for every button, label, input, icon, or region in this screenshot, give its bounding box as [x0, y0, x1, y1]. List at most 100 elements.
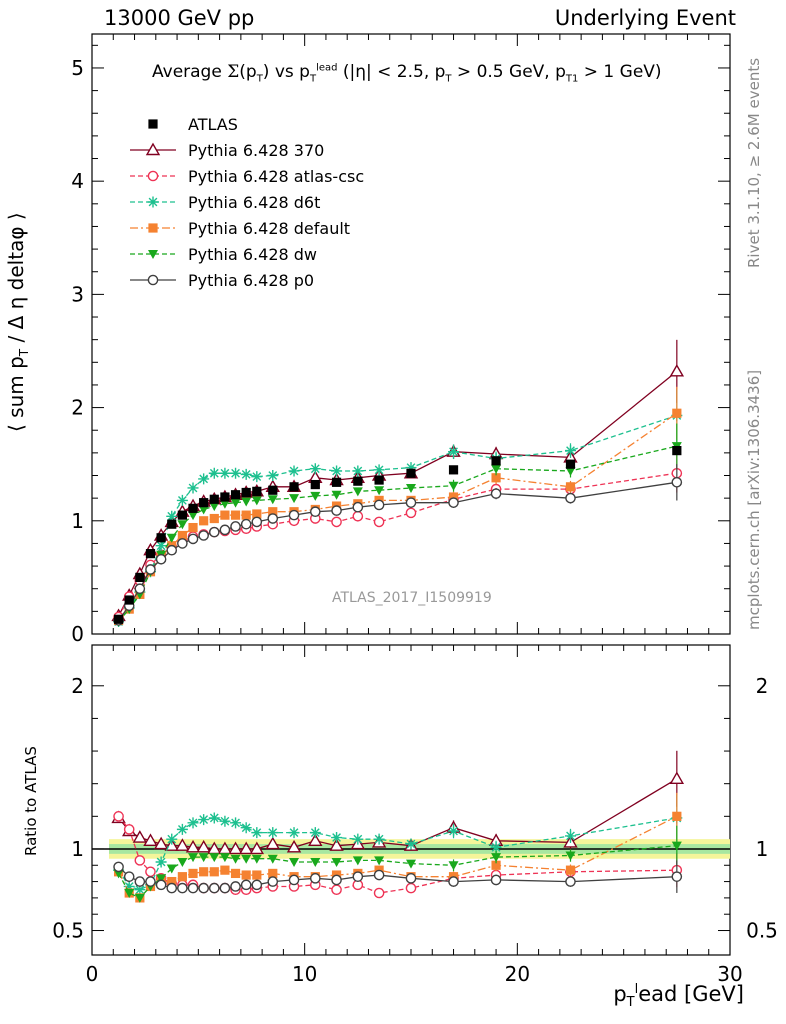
- ratio-point: [309, 827, 321, 839]
- ratio-point: [113, 869, 124, 879]
- ratio-point: [490, 841, 502, 853]
- main-point: [565, 466, 576, 476]
- main-point: [166, 510, 178, 522]
- legend-marker: [147, 196, 159, 208]
- main-point: [373, 499, 385, 511]
- ratio-point: [209, 867, 219, 877]
- ratio-point: [230, 817, 242, 829]
- ratio-point: [175, 838, 190, 851]
- main-point: [331, 465, 343, 477]
- ratio-point: [153, 836, 169, 850]
- main-point: [241, 510, 251, 520]
- main-point: [145, 564, 156, 575]
- main-point: [156, 533, 166, 543]
- header-analysis-label: Underlying Event: [554, 6, 736, 30]
- main-point: [331, 490, 342, 500]
- main-point: [155, 540, 167, 552]
- ratio-point: [166, 882, 178, 894]
- ratio-point: [187, 817, 199, 829]
- ratio-point: [249, 841, 265, 855]
- ratio-point: [491, 853, 502, 863]
- x-tick-label: 30: [717, 962, 742, 986]
- x-tick-label: 20: [505, 962, 530, 986]
- main-series-line: [118, 370, 678, 617]
- main-point: [251, 516, 263, 528]
- main-point: [220, 510, 230, 520]
- reference-analysis-label: ATLAS_2017_I1509919: [332, 590, 492, 606]
- ratio-y-axis-label: Ratio to ATLAS: [22, 746, 40, 856]
- ratio-point: [134, 855, 146, 866]
- ratio-point: [286, 839, 302, 853]
- main-point: [241, 487, 251, 498]
- ratio-point: [251, 879, 263, 891]
- main-point: [352, 465, 364, 477]
- ratio-point: [134, 893, 145, 903]
- ratio-point: [565, 876, 576, 887]
- main-point: [405, 497, 417, 508]
- main-point: [267, 495, 278, 505]
- main-point: [198, 473, 210, 485]
- main-y-tick-label: 1: [71, 509, 84, 533]
- ratio-point: [448, 861, 459, 871]
- ratio-point: [164, 838, 179, 851]
- main-point: [405, 462, 417, 474]
- main-point: [219, 524, 231, 536]
- ratio-point: [490, 874, 502, 886]
- main-point: [176, 494, 188, 506]
- ratio-point: [672, 811, 682, 821]
- main-point: [177, 520, 188, 530]
- main-point: [188, 522, 198, 533]
- main-point: [198, 530, 209, 541]
- main-point: [374, 475, 384, 485]
- main-point: [405, 507, 417, 519]
- main-point: [135, 572, 145, 582]
- main-point: [267, 513, 279, 524]
- ratio-point: [177, 882, 188, 894]
- ratio-point: [132, 830, 148, 843]
- legend-entry-label: Pythia 6.428 p0: [188, 271, 314, 290]
- ratio-point: [176, 823, 188, 835]
- ratio-point: [113, 861, 124, 873]
- ratio-y-tick-label: 2: [71, 674, 84, 698]
- main-point: [353, 476, 363, 486]
- ratio-point: [145, 866, 156, 878]
- main-point: [331, 505, 342, 516]
- main-point: [289, 494, 300, 504]
- main-point: [565, 492, 576, 504]
- legend-marker: [145, 142, 161, 156]
- ratio-point: [252, 870, 262, 880]
- ratio-point: [208, 812, 220, 824]
- main-point: [155, 553, 167, 565]
- x-axis-label: pTlead [GeV]: [613, 982, 744, 1011]
- main-y-tick-label: 5: [71, 56, 84, 80]
- main-y-tick-label: 4: [71, 169, 84, 193]
- ratio-point: [155, 856, 167, 868]
- ratio-frame: [91, 644, 731, 956]
- main-point: [209, 502, 220, 512]
- main-point: [177, 510, 187, 520]
- main-point: [374, 486, 385, 496]
- ratio-point: [188, 853, 199, 863]
- ratio-point: [373, 869, 385, 881]
- main-point: [671, 477, 683, 488]
- ratio-point: [134, 884, 146, 896]
- main-point: [187, 533, 199, 545]
- ratio-point: [267, 876, 279, 887]
- ratio-point: [267, 827, 279, 839]
- main-point: [491, 464, 502, 474]
- ratio-point: [671, 871, 683, 882]
- ratio-point: [185, 839, 201, 853]
- ratio-point: [198, 882, 209, 894]
- ratio-point: [310, 858, 321, 867]
- ratio-point: [405, 882, 417, 894]
- ratio-point: [167, 876, 177, 887]
- main-y-axis-label: ⟨ sum pT / Δ η deltaφ ⟩: [4, 212, 31, 432]
- main-point: [251, 471, 263, 483]
- ratio-point: [230, 854, 241, 864]
- ratio-point: [352, 871, 364, 882]
- main-point: [230, 510, 241, 520]
- ratio-point: [374, 856, 385, 866]
- ratio-point: [219, 853, 230, 863]
- ratio-point: [373, 887, 385, 899]
